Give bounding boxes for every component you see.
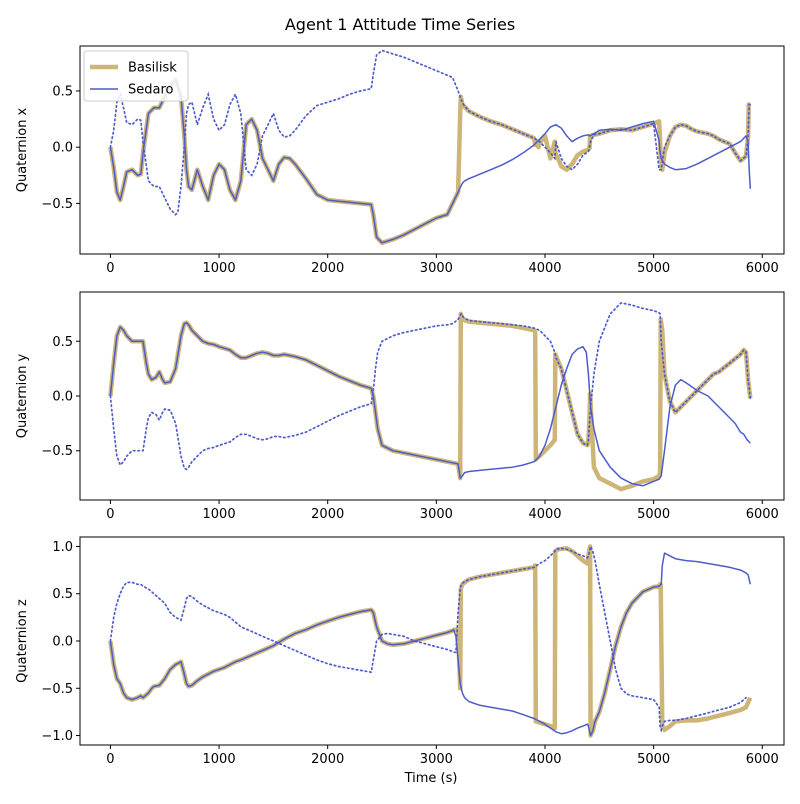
- y-tick-label: −0.5: [41, 444, 73, 459]
- legend: Basilisk Sedaro: [83, 50, 189, 102]
- y-tick-label: 1.0: [52, 540, 73, 555]
- legend-label: Sedaro: [128, 83, 174, 98]
- series-line-sedaro: [109, 78, 752, 244]
- x-tick-label: 4000: [528, 261, 561, 276]
- panel-3: 0 1000 2000 3000 4000 5000 6000 −1.0 −0.5 0.0 0.5 1…: [15, 536, 785, 767]
- panel-1: 0 1000 2000 3000 4000 5000 6000 −0.5 0.0 0.5 Quate…: [15, 45, 785, 276]
- panels-layer: 0 1000 2000 3000 4000 5000 6000 −0.5 0.0 0.5 Quate…: [15, 45, 785, 767]
- legend-label: Basilisk: [128, 61, 177, 76]
- y-axis-label: Quaternion y: [15, 353, 30, 438]
- x-tick-label: 6000: [746, 261, 779, 276]
- x-tick-label: 0: [106, 507, 114, 522]
- series-line-sedaro-dotted: [109, 543, 747, 733]
- x-tick-label: 0: [106, 261, 114, 276]
- x-tick-label: 5000: [637, 261, 670, 276]
- x-tick-label: 2000: [311, 752, 344, 767]
- chart-title: Agent 1 Attitude Time Series: [285, 15, 515, 34]
- x-tick-label: 6000: [746, 752, 779, 767]
- y-tick-label: 0.0: [52, 390, 73, 405]
- series-line-sedaro-dotted: [109, 301, 752, 471]
- y-tick-label: 0.5: [52, 335, 73, 350]
- y-tick-label: −1.0: [41, 729, 73, 744]
- x-tick-label: 1000: [203, 261, 236, 276]
- series-line-sedaro: [109, 321, 751, 487]
- series-line-sedaro-dotted: [109, 49, 752, 216]
- series-line-basilisk: [108, 77, 751, 246]
- x-tick-label: 3000: [420, 752, 453, 767]
- y-tick-label: −0.5: [41, 682, 73, 697]
- x-tick-label: 0: [106, 752, 114, 767]
- x-tick-label: 3000: [420, 261, 453, 276]
- panel-2: 0 1000 2000 3000 4000 5000 6000 −0.5 0.0 0.5 Quate…: [15, 291, 785, 522]
- x-tick-label: 2000: [311, 507, 344, 522]
- plot-frame: [79, 45, 785, 255]
- series-line-basilisk: [108, 311, 753, 492]
- y-tick-label: 0.5: [52, 587, 73, 602]
- x-tick-label: 1000: [203, 752, 236, 767]
- x-tick-label: 6000: [746, 507, 779, 522]
- x-axis-label: Time (s): [404, 771, 458, 786]
- series-line-basilisk: [108, 544, 753, 738]
- x-tick-label: 1000: [203, 507, 236, 522]
- y-axis-label: Quaternion z: [15, 599, 30, 683]
- y-tick-label: −0.5: [41, 197, 73, 212]
- x-tick-label: 5000: [637, 752, 670, 767]
- x-tick-label: 5000: [637, 507, 670, 522]
- x-tick-label: 4000: [528, 752, 561, 767]
- series-line-sedaro: [109, 552, 752, 737]
- y-tick-label: 0.5: [52, 84, 73, 99]
- plot-frame: [79, 536, 785, 746]
- x-tick-label: 2000: [311, 261, 344, 276]
- y-tick-label: 0.0: [52, 141, 73, 156]
- y-axis-label: Quaternion x: [15, 107, 30, 192]
- y-tick-label: 0.0: [52, 635, 73, 650]
- x-tick-label: 4000: [528, 507, 561, 522]
- x-tick-label: 3000: [420, 507, 453, 522]
